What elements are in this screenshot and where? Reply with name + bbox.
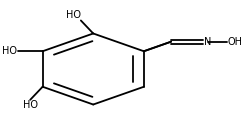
Text: HO: HO <box>66 10 81 20</box>
Text: HO: HO <box>23 100 38 110</box>
Text: N: N <box>204 37 211 47</box>
Text: HO: HO <box>2 46 17 56</box>
Text: OH: OH <box>227 37 242 47</box>
